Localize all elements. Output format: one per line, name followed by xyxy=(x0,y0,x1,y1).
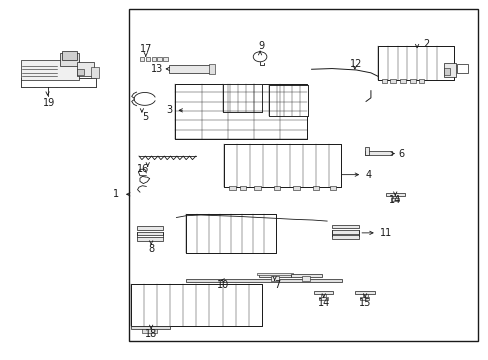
Bar xyxy=(130,284,262,327)
Bar xyxy=(365,147,368,155)
Bar xyxy=(142,329,157,333)
Bar xyxy=(392,196,397,199)
Bar xyxy=(292,186,299,190)
Bar xyxy=(128,9,477,341)
Bar xyxy=(362,294,367,297)
Bar xyxy=(239,186,246,190)
Text: 3: 3 xyxy=(166,105,172,115)
Bar xyxy=(130,326,169,329)
Text: 1: 1 xyxy=(113,189,119,199)
Bar xyxy=(77,62,94,76)
Bar xyxy=(312,186,319,190)
Bar xyxy=(151,57,156,62)
Bar xyxy=(186,279,341,282)
Bar xyxy=(290,274,322,277)
Bar xyxy=(256,273,292,275)
Bar xyxy=(271,276,279,281)
Bar xyxy=(443,63,455,77)
Bar xyxy=(457,64,467,73)
Bar xyxy=(136,226,163,230)
Bar xyxy=(62,51,77,60)
Bar xyxy=(273,186,280,190)
Bar xyxy=(360,297,368,300)
Bar xyxy=(331,230,358,234)
Text: 10: 10 xyxy=(217,280,229,290)
Bar xyxy=(186,214,276,253)
Text: 19: 19 xyxy=(43,98,55,108)
Bar xyxy=(318,297,327,300)
Text: 6: 6 xyxy=(397,149,404,158)
Bar xyxy=(399,79,405,83)
Bar xyxy=(331,225,358,228)
Bar xyxy=(145,57,150,62)
Text: 7: 7 xyxy=(274,280,280,290)
Bar xyxy=(331,235,358,239)
Text: 15: 15 xyxy=(358,297,370,307)
Bar xyxy=(169,65,210,73)
Text: 13: 13 xyxy=(151,64,163,74)
Bar xyxy=(390,198,398,202)
Bar xyxy=(224,144,340,187)
Bar xyxy=(21,60,79,80)
Bar xyxy=(222,84,261,112)
Bar xyxy=(355,292,374,294)
Bar xyxy=(228,186,235,190)
Text: 18: 18 xyxy=(145,329,157,339)
Text: 9: 9 xyxy=(258,41,264,51)
Text: 2: 2 xyxy=(423,39,429,49)
Bar xyxy=(77,69,84,75)
Text: 17: 17 xyxy=(140,44,152,54)
Bar xyxy=(21,78,96,87)
Text: 4: 4 xyxy=(365,170,370,180)
Bar xyxy=(222,84,261,112)
Bar xyxy=(259,274,290,277)
Bar xyxy=(130,284,262,327)
Bar xyxy=(418,79,424,83)
Bar xyxy=(175,84,306,139)
Bar xyxy=(140,57,144,62)
Bar xyxy=(254,186,261,190)
Bar xyxy=(389,79,395,83)
Bar xyxy=(385,193,404,196)
Bar xyxy=(224,144,340,187)
Bar xyxy=(301,276,309,281)
Bar xyxy=(268,85,307,116)
Bar xyxy=(175,84,306,139)
Bar xyxy=(268,85,307,116)
Text: 14: 14 xyxy=(317,297,329,307)
Bar xyxy=(208,64,214,74)
Text: 16: 16 xyxy=(137,164,149,174)
Bar xyxy=(157,57,162,62)
Text: 12: 12 xyxy=(349,59,362,69)
Bar xyxy=(313,292,333,294)
Bar xyxy=(377,46,453,80)
Bar xyxy=(365,152,391,155)
Bar xyxy=(21,78,96,87)
Bar xyxy=(136,232,163,235)
Text: 8: 8 xyxy=(148,244,154,253)
Text: 11: 11 xyxy=(379,228,391,238)
Text: 14: 14 xyxy=(388,195,401,205)
Bar xyxy=(329,186,336,190)
Bar xyxy=(163,57,167,62)
Bar xyxy=(91,67,99,78)
Text: 5: 5 xyxy=(142,112,148,122)
Bar xyxy=(136,237,163,241)
Bar xyxy=(443,68,449,75)
Bar xyxy=(186,214,276,253)
Bar xyxy=(321,294,325,297)
Bar xyxy=(409,79,415,83)
Bar xyxy=(381,79,386,83)
Bar xyxy=(377,46,453,80)
Bar xyxy=(60,53,79,66)
